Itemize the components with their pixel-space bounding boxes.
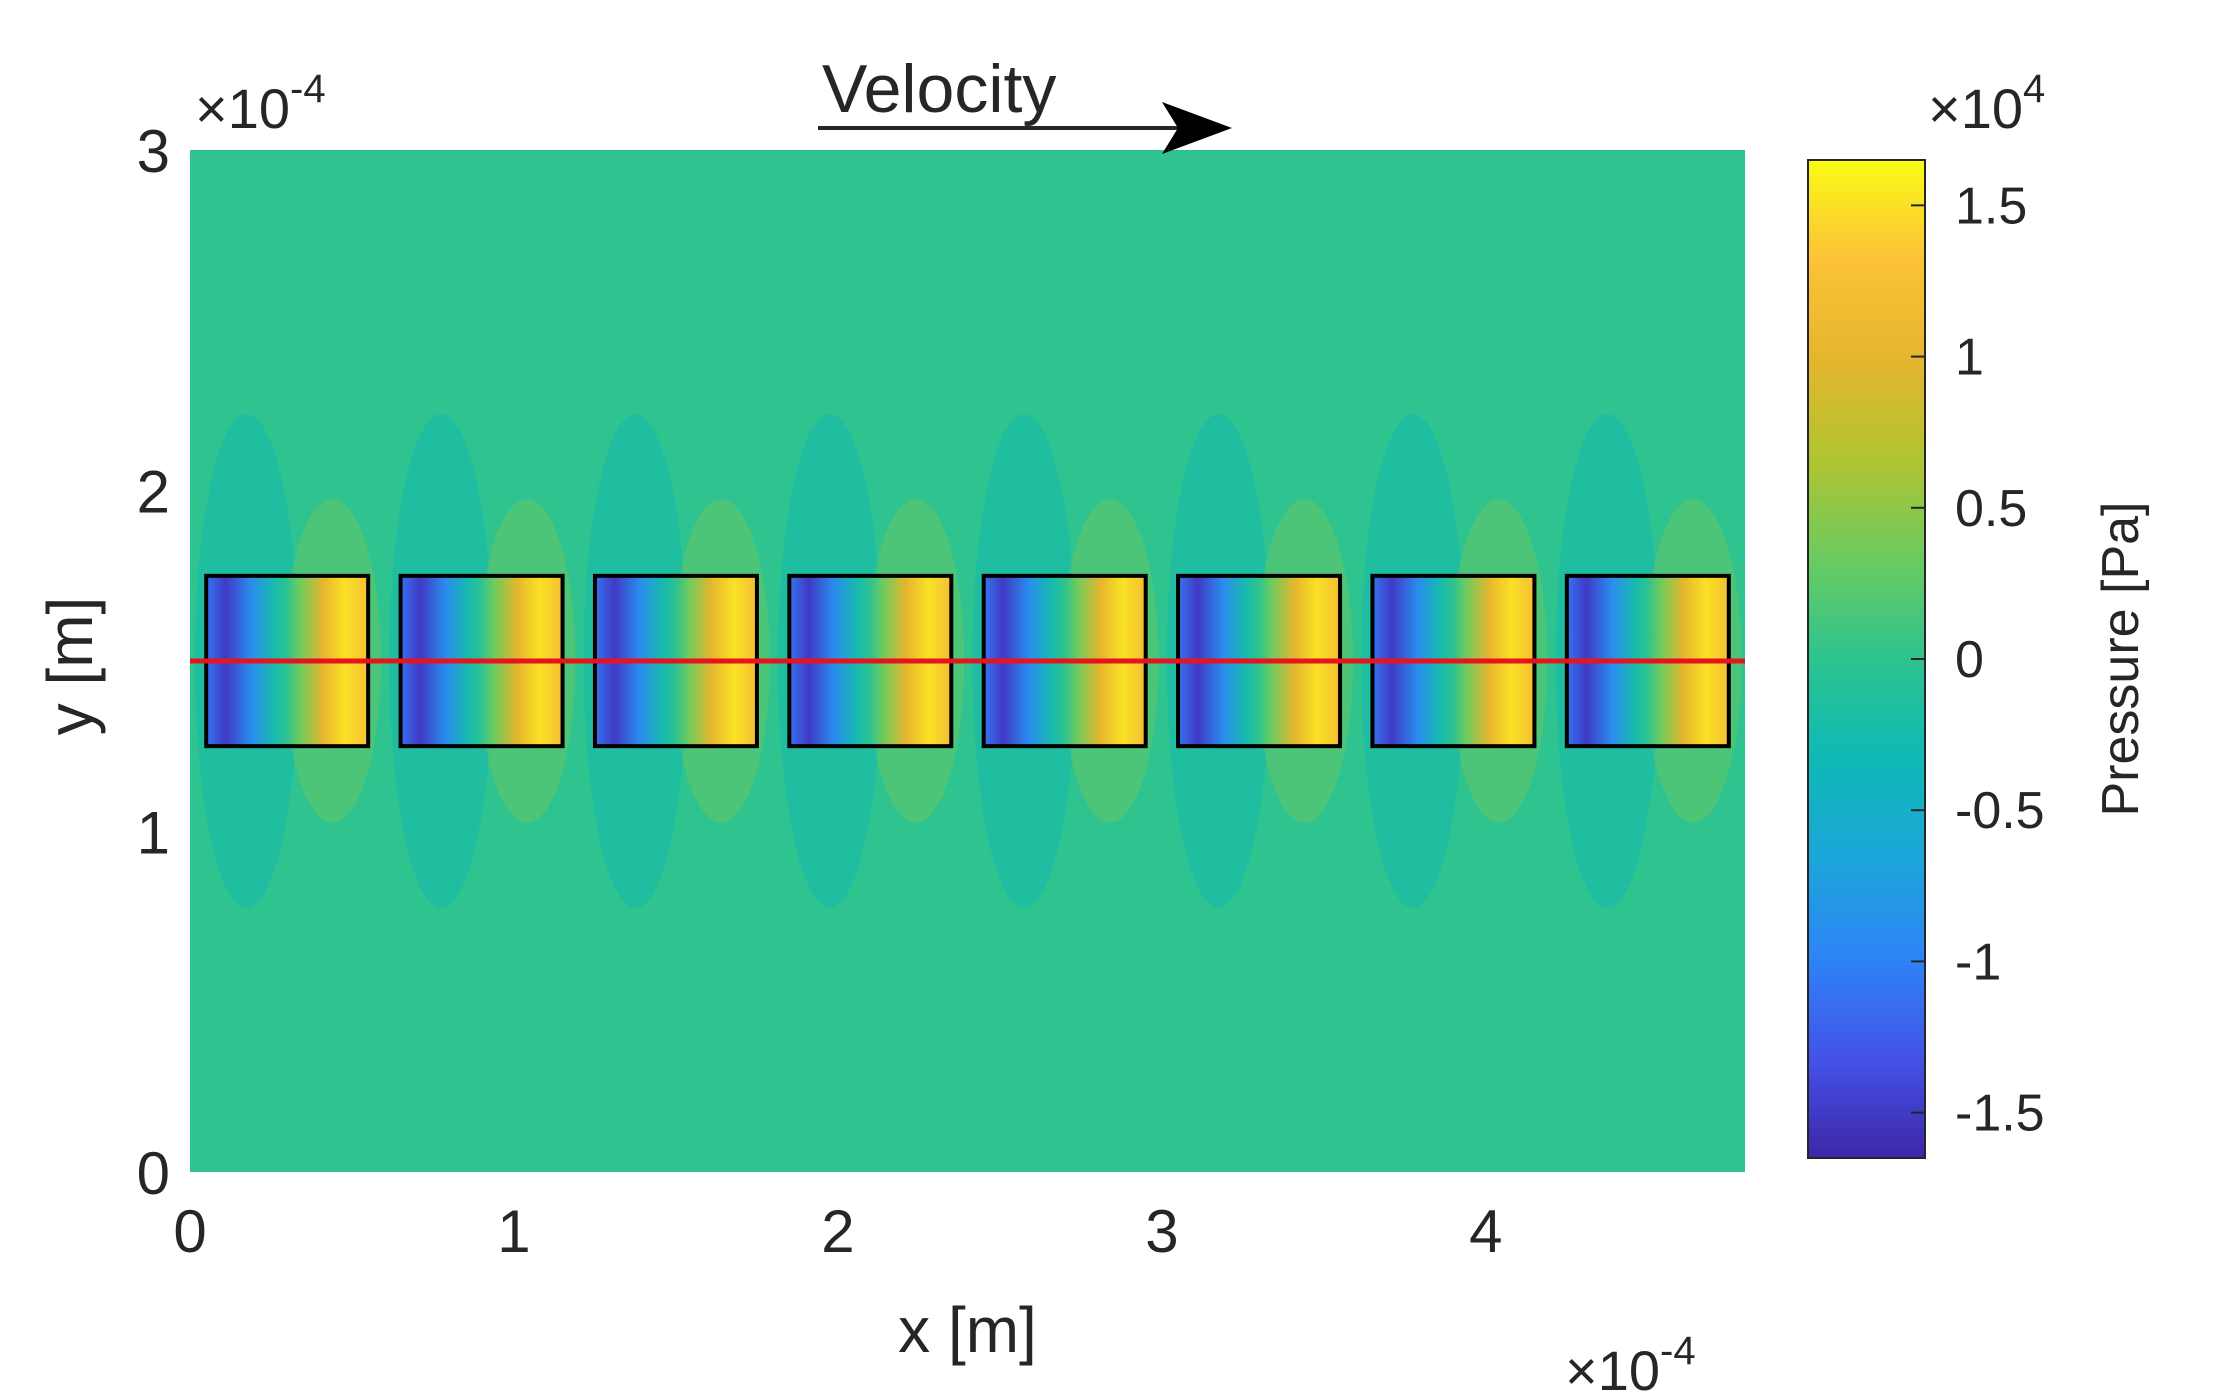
- x-multiplier-base: ×10: [1565, 1339, 1660, 1395]
- colorbar-tick-label: -0.5: [1955, 782, 2045, 840]
- colorbar-tick-label: 1: [1955, 329, 1984, 387]
- chart-title: Velocity: [822, 51, 1056, 127]
- x-tick-label: 1: [497, 1198, 530, 1265]
- colorbar-label: Pressure [Pa]: [2092, 501, 2150, 816]
- y-tick-label: 3: [137, 118, 170, 185]
- x-axis-label: x [m]: [898, 1294, 1037, 1366]
- x-tick-label: 0: [173, 1198, 206, 1265]
- x-tick-label: 3: [1145, 1198, 1178, 1265]
- colorbar-ticks: -1.5 -1 -0.5 0 0.5 1 1.5: [1911, 177, 2045, 1143]
- colorbar-tick-label: 1.5: [1955, 177, 2027, 235]
- velocity-arrow-icon: [818, 102, 1232, 154]
- y-tick-label: 0: [137, 1140, 170, 1207]
- colorbar-multiplier: ×104: [1928, 67, 2045, 140]
- colorbar-tick-label: 0.5: [1955, 480, 2027, 538]
- y-tick-label: 1: [137, 799, 170, 866]
- x-tick-label: 4: [1469, 1198, 1502, 1265]
- y-tick-label: 2: [137, 459, 170, 526]
- cb-multiplier-exp: 4: [2023, 67, 2045, 111]
- colorbar: [1807, 159, 1926, 1159]
- colorbar-tick-label: -1.5: [1955, 1085, 2045, 1143]
- y-multiplier-exp: -4: [290, 67, 326, 111]
- colorbar-tick-label: 0: [1955, 631, 1984, 689]
- x-tick-label: 2: [821, 1198, 854, 1265]
- y-axis-ticks: 0 1 2 3: [137, 118, 170, 1207]
- y-axis-label: y [m]: [34, 597, 106, 736]
- y-multiplier-base: ×10: [195, 77, 290, 140]
- cb-multiplier-base: ×10: [1928, 77, 2023, 140]
- x-axis-ticks: 0 1 2 3 4: [173, 1198, 1502, 1265]
- y-axis-multiplier: ×10-4: [195, 67, 326, 140]
- colorbar-tick-label: -1: [1955, 933, 2001, 991]
- x-multiplier-exp: -4: [1660, 1329, 1696, 1373]
- x-axis-multiplier: ×10-4: [1565, 1329, 1696, 1395]
